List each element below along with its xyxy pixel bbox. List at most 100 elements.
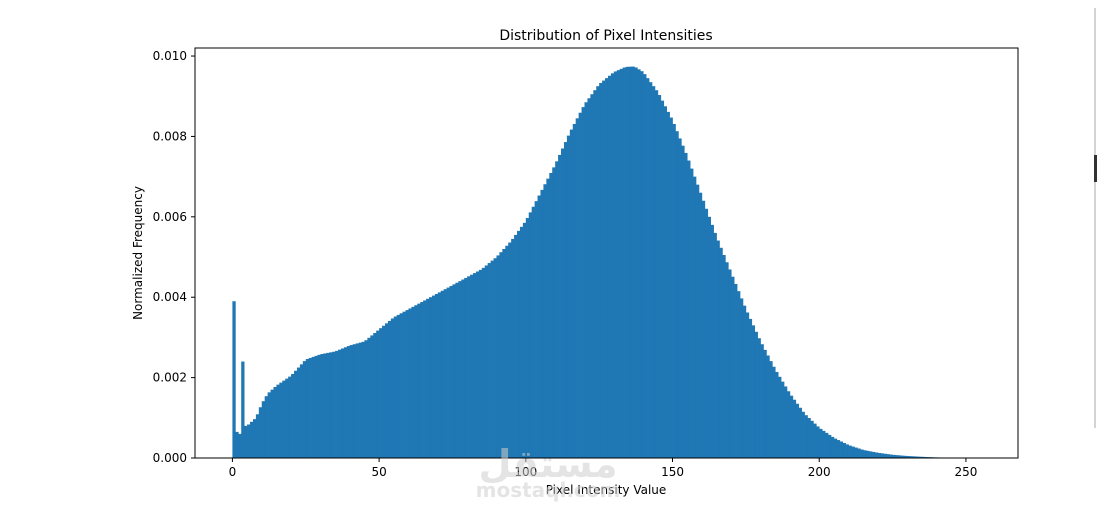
histogram-bar (625, 66, 629, 458)
histogram-bar (587, 98, 591, 458)
histogram-bar (443, 289, 447, 458)
histogram-bar (851, 446, 855, 458)
histogram-bar (499, 252, 503, 458)
histogram-bar (619, 68, 623, 458)
histogram-bar (361, 341, 365, 458)
histogram-bar (320, 354, 324, 458)
histogram-bar (546, 178, 550, 458)
plot-frame (194, 47, 1019, 459)
histogram-bar (801, 411, 805, 458)
histogram-bar (255, 414, 260, 458)
histogram-bar (872, 451, 876, 458)
x-tick-label: 250 (954, 465, 977, 479)
histogram-bar (660, 100, 665, 458)
histogram-bar (866, 450, 870, 458)
histogram-bar (854, 447, 858, 458)
histogram-bar (522, 222, 527, 458)
histogram-bar (649, 82, 653, 459)
histogram-bar (742, 305, 747, 458)
histogram-bar (613, 71, 618, 459)
histogram-bar (663, 106, 667, 458)
histogram-bar (423, 300, 427, 458)
histogram-bar (590, 94, 594, 458)
histogram-bar (238, 433, 242, 458)
histogram-bar (839, 441, 844, 458)
histogram-bar (264, 396, 268, 458)
histogram-bar (273, 386, 277, 458)
histogram-bar (405, 310, 409, 458)
histogram-bar (367, 337, 371, 458)
histogram-bar (487, 263, 491, 458)
histogram-bar (602, 80, 606, 458)
histogram-bar (364, 340, 368, 458)
x-tick-label: 150 (661, 465, 684, 479)
histogram-bar (666, 111, 670, 458)
histogram-bar (311, 356, 315, 458)
histogram-bar (247, 424, 251, 458)
histogram-bar (555, 161, 559, 458)
histogram-bar (798, 407, 802, 458)
histogram-bar (528, 212, 533, 458)
histogram-bar (314, 355, 318, 458)
histogram-bar (772, 366, 776, 458)
histogram-bar (464, 277, 468, 458)
histogram-bar (543, 184, 547, 458)
histogram-bar (892, 454, 896, 458)
histogram-bar (581, 107, 585, 458)
histogram-bar (901, 455, 905, 458)
histogram-bar (786, 391, 791, 458)
histogram-bar (566, 135, 571, 458)
histogram-bar (819, 428, 823, 458)
histogram-bar (687, 160, 691, 459)
histogram-bar (384, 323, 389, 458)
histogram-bar (446, 287, 450, 458)
histogram-bar (757, 338, 761, 458)
histogram-bar (860, 449, 864, 458)
histogram-bar (740, 298, 744, 458)
histogram-bar (643, 74, 647, 458)
histogram-bar (599, 82, 603, 458)
histogram-bar (537, 195, 541, 458)
histogram-bar (370, 335, 374, 458)
y-tick-label: 0.002 (153, 371, 187, 385)
histogram-bar (399, 313, 403, 458)
histogram-bar (373, 332, 377, 458)
histogram-bar (734, 283, 738, 458)
histogram-bar (484, 265, 489, 458)
histogram-bar (701, 200, 706, 458)
histogram-bar (698, 192, 703, 458)
histogram-bar (478, 269, 483, 458)
histogram-bar (302, 361, 307, 458)
histogram-bar (552, 167, 556, 458)
histogram-bar (725, 262, 729, 458)
histogram-bar (877, 452, 882, 458)
histogram-bar (387, 320, 392, 458)
histogram-bar (813, 423, 817, 458)
histogram-bar (745, 312, 750, 458)
histogram-bar (631, 66, 635, 458)
histogram-bar (519, 226, 524, 458)
histogram-bar (323, 353, 327, 458)
histogram-bar (305, 359, 310, 458)
x-axis-label: Pixel Intensity Value (546, 483, 667, 497)
histogram-bar (276, 384, 280, 458)
histogram-bar (261, 401, 266, 458)
histogram-bar (414, 305, 418, 458)
histogram-bar (810, 420, 814, 458)
histogram-bar (402, 311, 406, 458)
histogram-bar (869, 451, 873, 458)
x-tick-label: 100 (514, 465, 537, 479)
histogram-bar (795, 403, 800, 458)
histogram-bar (657, 95, 662, 458)
histogram-bar (924, 456, 929, 458)
histogram-bar (346, 346, 351, 458)
histogram-bar (792, 399, 797, 458)
histogram-bar (769, 361, 773, 458)
histogram-bar (684, 152, 688, 458)
histogram-bar (390, 318, 395, 458)
histogram-bar (241, 361, 245, 458)
histogram-bar (816, 426, 820, 458)
histogram-bar (270, 389, 274, 458)
histogram-bar (288, 376, 292, 458)
y-axis-ticks: 0.000 0.002 0.004 0.006 0.008 0.010 (153, 49, 195, 465)
